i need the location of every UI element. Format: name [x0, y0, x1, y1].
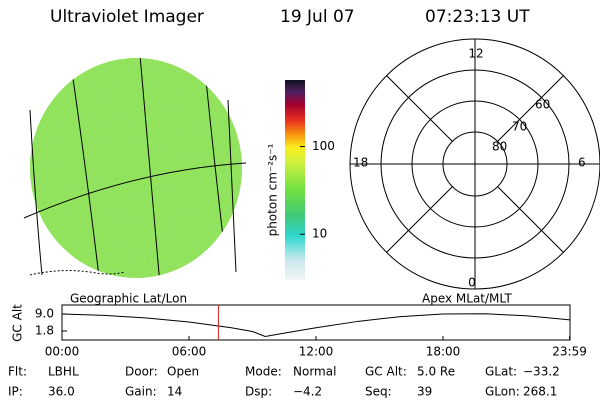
x-tick-label: 12:00 — [299, 345, 334, 359]
field-value: LBHL — [48, 365, 79, 379]
field-label: Dsp: — [245, 385, 272, 399]
field-value: Normal — [293, 365, 336, 379]
field-value: −4.2 — [293, 385, 322, 399]
field-label: GLon: — [485, 385, 520, 399]
earth-image — [23, 58, 247, 278]
field-value: Open — [167, 365, 199, 379]
y-tick-label: 1.8 — [35, 324, 54, 338]
altitude-line — [61, 313, 571, 337]
time: 07:23:13 UT — [425, 7, 530, 27]
field-value: 268.1 — [523, 385, 557, 399]
x-tick-label: 23:59 — [552, 345, 587, 359]
colorbar-label: photon cm⁻²s⁻¹ — [266, 143, 280, 236]
title: Ultraviolet Imager — [50, 7, 204, 27]
field-label: Seq: — [365, 385, 392, 399]
plot-frame — [61, 304, 571, 341]
field-value: 5.0 Re — [417, 365, 455, 379]
hour-label: 18 — [353, 156, 368, 170]
lat-label: 80 — [492, 140, 507, 154]
colorbar-tick-label: 100 — [312, 139, 335, 153]
field-label: GLat: — [485, 365, 517, 379]
y-axis-label: GC Alt — [11, 304, 25, 342]
field-label: GC Alt: — [365, 365, 407, 379]
lat-label: 60 — [535, 98, 550, 112]
field-value: 36.0 — [48, 385, 75, 399]
hour-label: 0 — [468, 276, 476, 290]
x-tick-label: 06:00 — [172, 345, 207, 359]
field-label: Flt: — [8, 365, 27, 379]
field-label: Gain: — [125, 385, 157, 399]
lat-label: 70 — [512, 120, 527, 134]
field-label: IP: — [8, 385, 23, 399]
colorbar — [285, 80, 305, 280]
plot-title-right: Apex MLat/MLT — [422, 292, 512, 306]
colorbar-tick-label: 10 — [312, 227, 327, 241]
x-tick-label: 18:00 — [426, 345, 461, 359]
field-value: −33.2 — [523, 365, 560, 379]
x-tick-label: 00:00 — [45, 345, 80, 359]
y-tick-label: 9.0 — [35, 306, 54, 320]
field-value: 39 — [417, 385, 432, 399]
hour-label: 6 — [578, 156, 586, 170]
field-value: 14 — [167, 385, 182, 399]
field-label: Door: — [125, 365, 158, 379]
hour-label: 12 — [468, 47, 483, 61]
date: 19 Jul 07 — [280, 7, 355, 27]
field-label: Mode: — [245, 365, 282, 379]
polar-grid — [349, 38, 600, 290]
plot-title-left: Geographic Lat/Lon — [70, 292, 187, 306]
